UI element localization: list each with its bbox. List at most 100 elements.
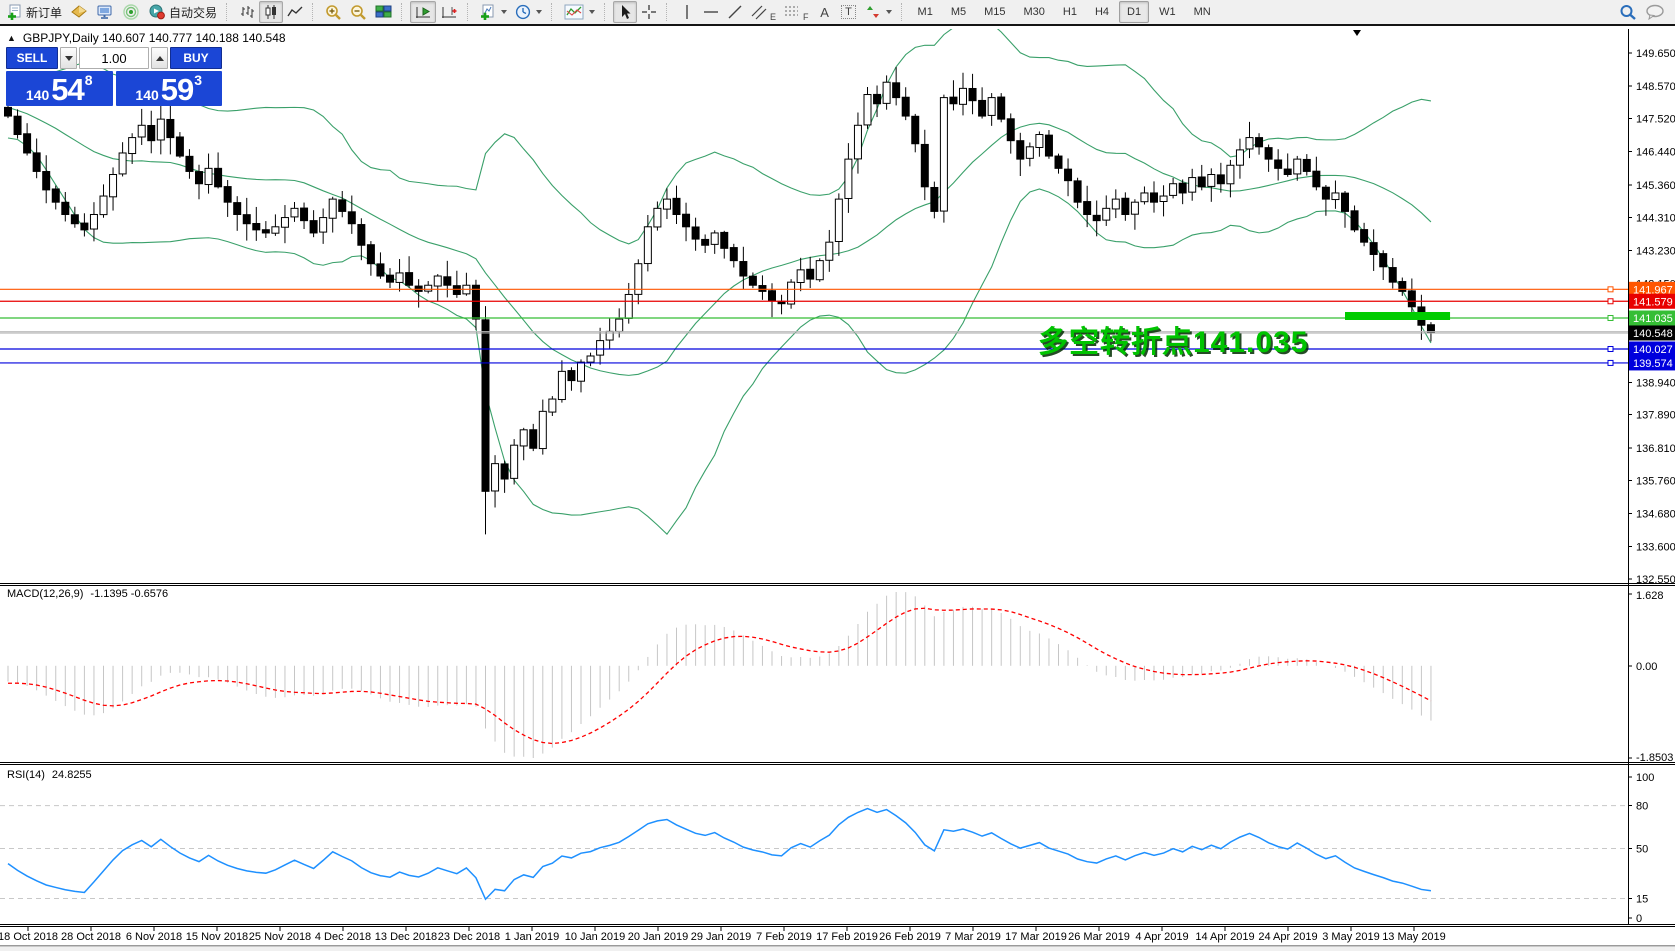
level-anchor[interactable] bbox=[1607, 298, 1614, 305]
chart-shift-icon bbox=[440, 4, 458, 20]
timeframe-button-M1[interactable]: M1 bbox=[917, 6, 933, 18]
volume-input[interactable] bbox=[79, 47, 149, 69]
price-flag-label: 141.579 bbox=[1633, 296, 1673, 308]
candle-body bbox=[729, 247, 738, 262]
date-label: 14 Apr 2019 bbox=[1195, 931, 1254, 943]
candle-body bbox=[452, 285, 461, 295]
volume-increase-button[interactable] bbox=[151, 47, 168, 69]
macd-axis-min: -1.8503 bbox=[1636, 752, 1673, 764]
candle-body bbox=[1341, 192, 1349, 212]
date-label: 23 Dec 2018 bbox=[438, 931, 500, 943]
level-anchor[interactable] bbox=[1607, 314, 1614, 321]
candle-body bbox=[691, 226, 700, 240]
fibonacci-button[interactable]: F bbox=[780, 1, 813, 23]
date-label: 17 Feb 2019 bbox=[816, 931, 878, 943]
terminal-button[interactable] bbox=[92, 1, 118, 23]
candle-body bbox=[1054, 155, 1063, 169]
timeframe-button-H4[interactable]: H4 bbox=[1094, 6, 1110, 18]
crosshair-button[interactable] bbox=[637, 1, 661, 23]
new-order-button[interactable]: 新订单 bbox=[3, 1, 66, 23]
date-label: 17 Mar 2019 bbox=[1005, 931, 1067, 943]
equidistant-channel-button[interactable]: E bbox=[747, 1, 780, 23]
candle-body bbox=[80, 222, 89, 231]
timeframe-button-M15[interactable]: M15 bbox=[984, 6, 1006, 18]
trendline-button[interactable] bbox=[723, 1, 747, 23]
tile-windows-button[interactable] bbox=[371, 1, 396, 23]
candle-body bbox=[586, 355, 595, 363]
text-label-button[interactable]: T bbox=[837, 1, 861, 23]
candle-body bbox=[1016, 140, 1025, 160]
indicators-button[interactable] bbox=[560, 1, 599, 23]
candle-body bbox=[634, 263, 643, 295]
candle-body bbox=[1130, 201, 1139, 215]
candle-body bbox=[300, 207, 309, 222]
candle-body bbox=[89, 213, 98, 230]
price-flag[interactable] bbox=[1629, 281, 1675, 297]
level-anchor[interactable] bbox=[1607, 359, 1614, 366]
candle-body bbox=[1197, 176, 1206, 188]
chart-shift-button[interactable] bbox=[436, 1, 462, 23]
signals-button[interactable] bbox=[118, 1, 144, 23]
candlestick-chart-button[interactable] bbox=[259, 1, 284, 23]
search-button[interactable] bbox=[1615, 1, 1641, 23]
candle-body bbox=[1073, 180, 1082, 203]
price-flag[interactable] bbox=[1629, 355, 1675, 371]
candle-body bbox=[959, 87, 967, 105]
toolbar-separator bbox=[226, 3, 231, 21]
candle-body bbox=[901, 96, 910, 117]
rsi-line bbox=[7, 807, 1432, 901]
periods-button[interactable] bbox=[511, 1, 546, 23]
timeframe-button-MN[interactable]: MN bbox=[1193, 6, 1211, 18]
timeframe-button-H1[interactable]: H1 bbox=[1062, 6, 1077, 18]
candle-body bbox=[873, 93, 882, 105]
bar-chart-button[interactable] bbox=[235, 1, 259, 23]
zoom-out-button[interactable] bbox=[346, 1, 371, 23]
chat-button[interactable] bbox=[1641, 1, 1669, 23]
level-anchor[interactable] bbox=[1607, 286, 1614, 293]
vertical-line-button[interactable] bbox=[675, 1, 699, 23]
line-chart-button[interactable] bbox=[283, 1, 307, 23]
styler-button[interactable] bbox=[66, 1, 92, 23]
candle-body bbox=[1283, 168, 1292, 176]
timeframe-button-W1[interactable]: W1 bbox=[1159, 6, 1176, 18]
price-flag[interactable] bbox=[1629, 310, 1675, 326]
autotrading-button[interactable]: 自动交易 bbox=[144, 1, 221, 23]
sell-price-big-figure: 140 bbox=[25, 87, 50, 103]
level-anchor[interactable] bbox=[1607, 346, 1614, 353]
candle-body bbox=[863, 94, 872, 126]
clock-icon bbox=[515, 4, 531, 20]
text-tool-button[interactable]: A bbox=[813, 1, 837, 23]
annotation-text[interactable]: 多空转折点141.035 bbox=[1038, 326, 1309, 359]
price-flag[interactable] bbox=[1629, 341, 1675, 357]
arrows-tool-button[interactable] bbox=[861, 1, 896, 23]
timeframe-button-M30[interactable]: M30 bbox=[1023, 6, 1045, 18]
price-tick-label: 134.680 bbox=[1636, 508, 1675, 520]
candle-body bbox=[682, 213, 691, 228]
horizontal-line-button[interactable] bbox=[699, 1, 723, 23]
candle-body bbox=[643, 226, 652, 265]
auto-scroll-button[interactable] bbox=[410, 1, 437, 23]
buy-button[interactable]: BUY bbox=[170, 47, 222, 69]
volume-decrease-button[interactable] bbox=[60, 47, 77, 69]
sell-button[interactable]: SELL bbox=[6, 47, 58, 69]
cursor-button[interactable] bbox=[613, 1, 638, 23]
buy-price[interactable]: 140 59 3 bbox=[115, 71, 222, 106]
new-chart-button[interactable] bbox=[476, 1, 511, 23]
candle-body bbox=[548, 398, 557, 413]
highlight-bar[interactable] bbox=[1345, 311, 1451, 320]
candle-body bbox=[538, 410, 547, 450]
price-flag[interactable] bbox=[1629, 293, 1675, 309]
candle-body bbox=[185, 155, 194, 172]
collapse-triangle-icon[interactable]: ▲ bbox=[7, 33, 16, 43]
timeframe-button-D1[interactable]: D1 bbox=[1119, 1, 1150, 23]
chart-shift-marker[interactable] bbox=[1353, 30, 1361, 36]
zoom-in-button[interactable] bbox=[321, 1, 346, 23]
candle-body bbox=[347, 211, 356, 225]
autotrading-label: 自动交易 bbox=[169, 5, 218, 20]
sell-price[interactable]: 140 54 8 bbox=[6, 71, 113, 106]
price-flag[interactable] bbox=[1629, 325, 1675, 341]
candle-body bbox=[1159, 195, 1168, 203]
candle-body bbox=[223, 186, 232, 203]
timeframe-button-M5[interactable]: M5 bbox=[950, 6, 967, 18]
price-tick-label: 132.550 bbox=[1636, 574, 1675, 586]
